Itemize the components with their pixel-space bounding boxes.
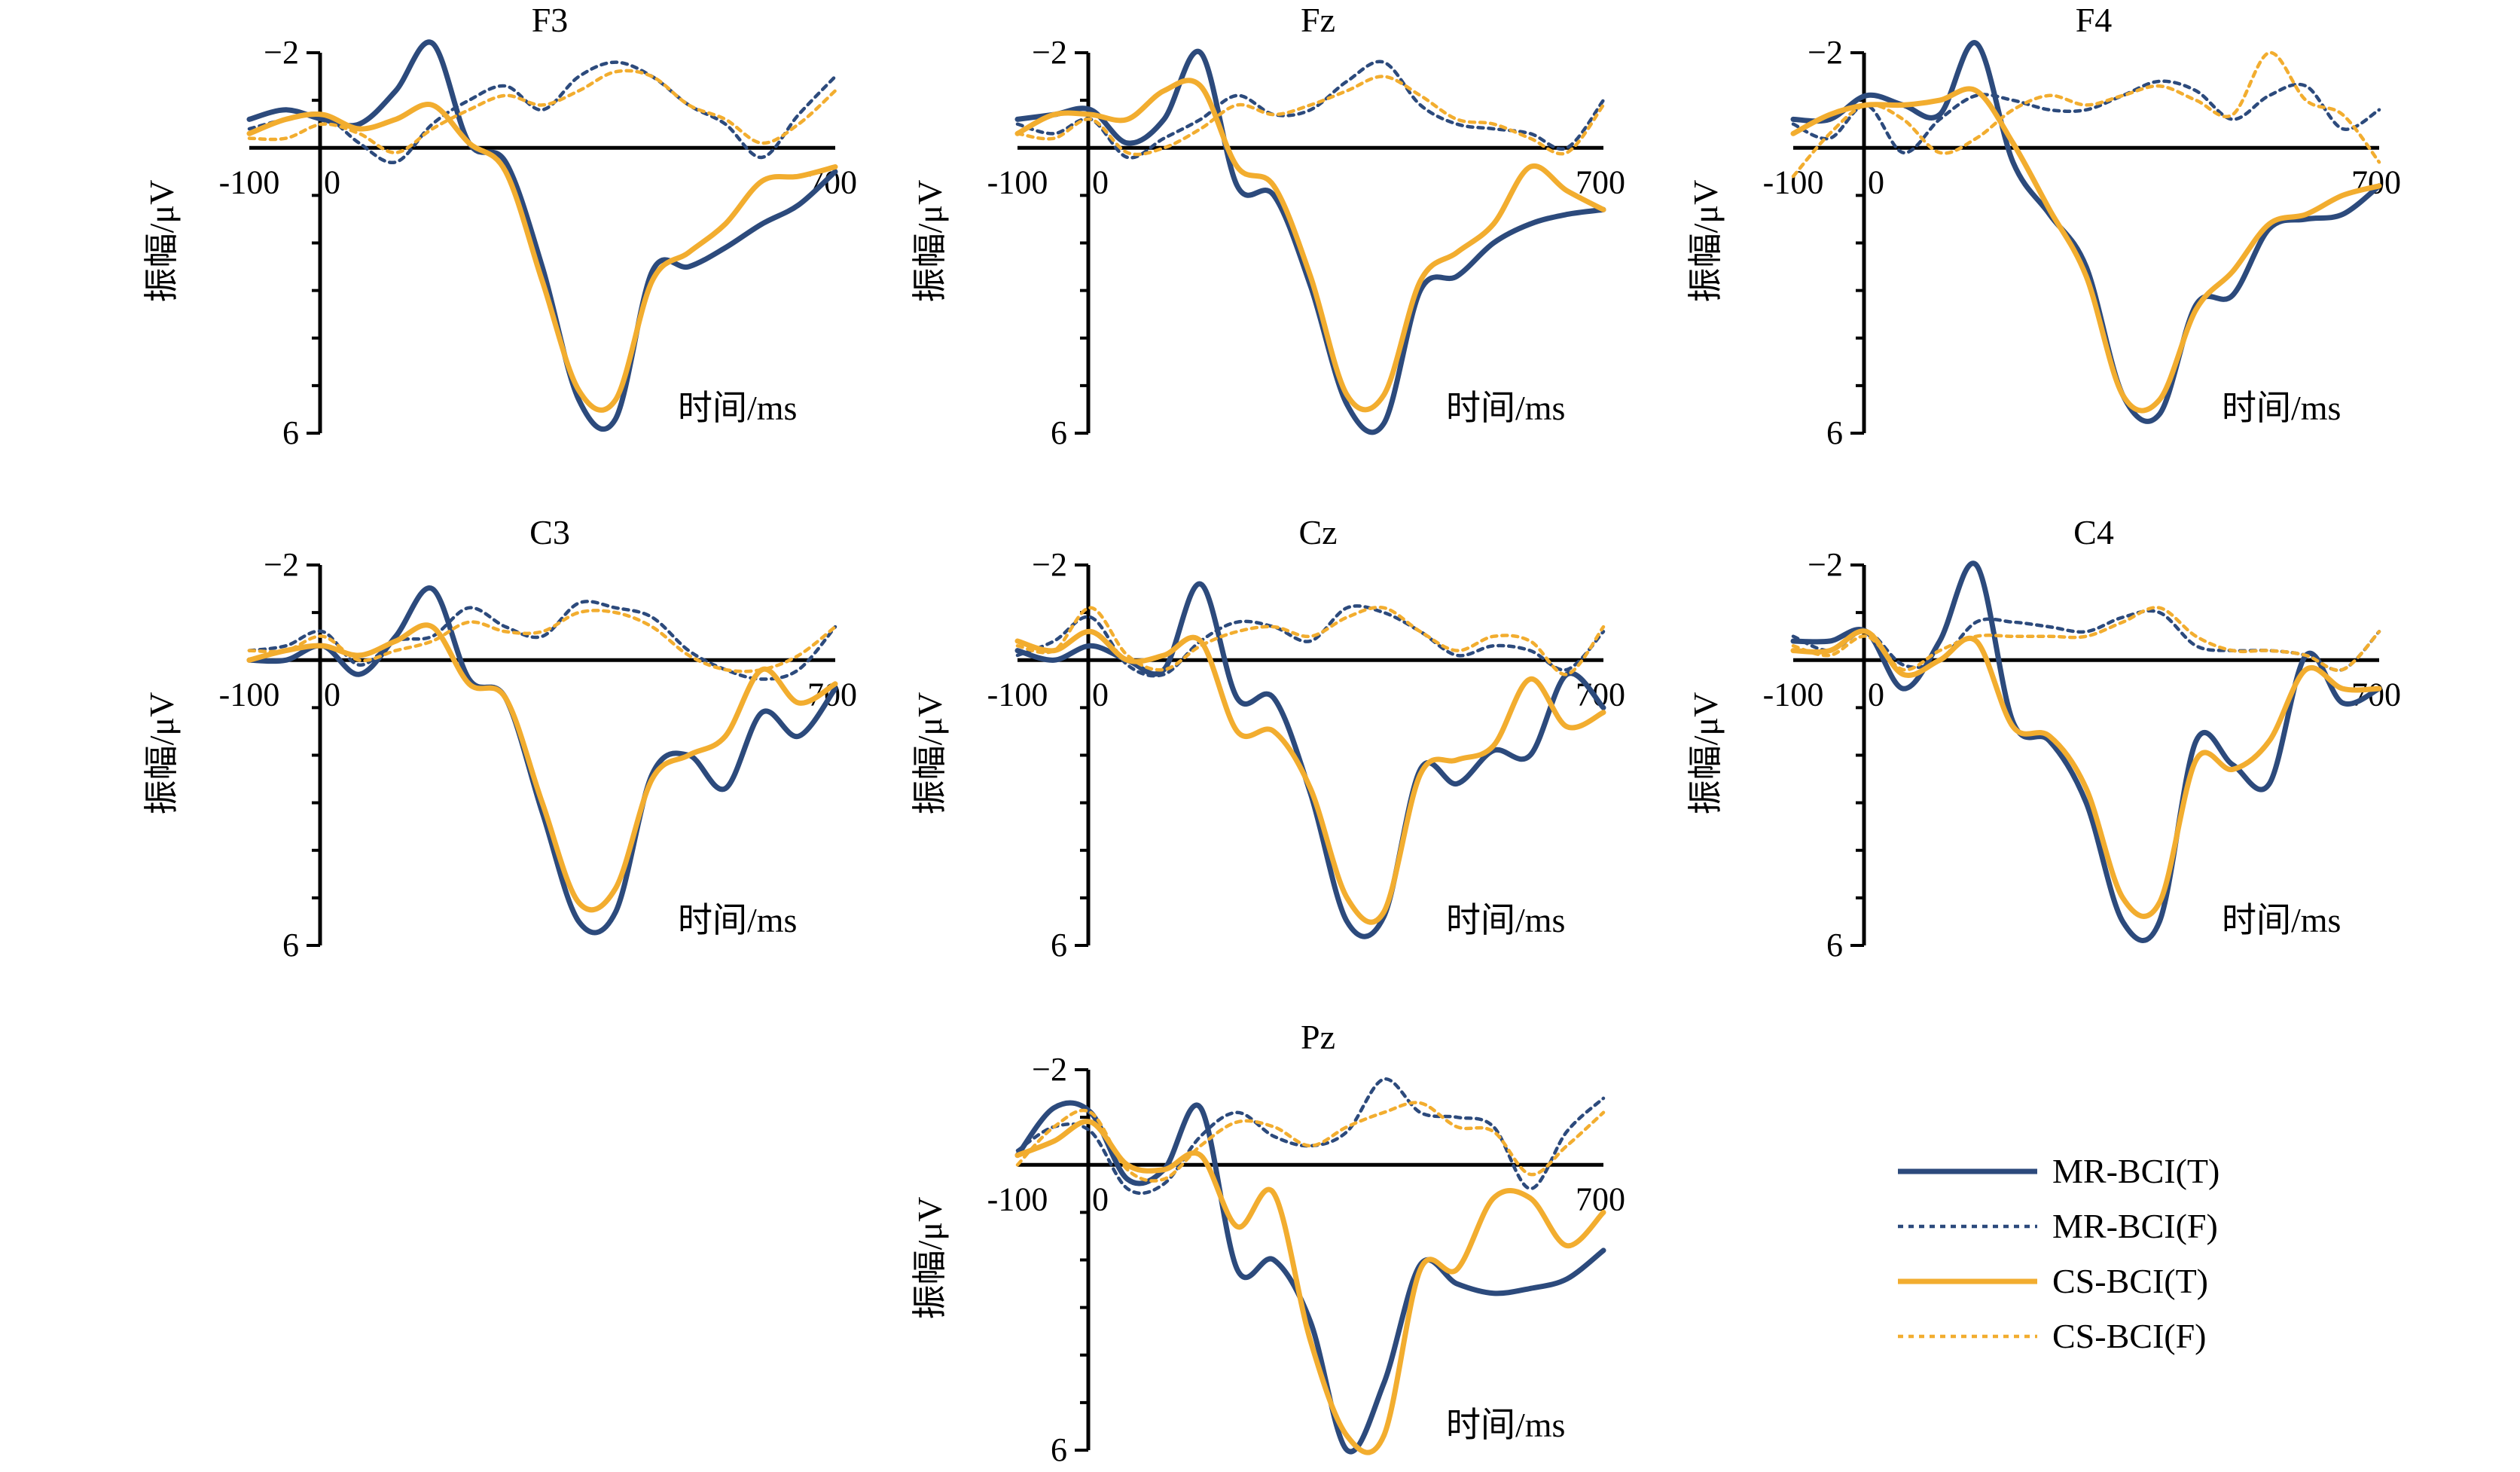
x-tick-label-end: 700 [1576,163,1625,200]
series-line-mr-bci-t [1790,560,2382,943]
legend-label: CS-BCI(T) [2052,1262,2208,1300]
x-tick-label-zero: 0 [1868,676,1884,713]
series-line-mr-bci-f [1791,79,2381,154]
series-line-mr-bci-t [246,585,838,936]
series-line-cs-bci-f [1015,605,1606,676]
y-axis-label: 振幅/μV [1686,180,1725,303]
series-line-mr-bci-t [1790,40,2382,424]
series-line-mr-bci-f [247,600,837,681]
x-tick-label-end: 700 [1576,1180,1625,1217]
x-tick-label-start: -100 [987,1180,1048,1217]
panel-title: C4 [2073,513,2114,551]
y-axis-label: 振幅/μV [142,180,181,303]
x-axis-label: 时间/ms [678,389,797,427]
series-line-mr-bci-t [1014,1100,1606,1455]
series-line-mr-bci-f [247,60,837,164]
panel-title: C3 [529,513,570,551]
series-line-cs-bci-t [246,102,838,413]
y-tick-label-bottom: 6 [1826,927,1843,964]
legend: MR-BCI(T) MR-BCI(F) CS-BCI(T) CS-BCI(F) [1898,1152,2219,1355]
series-line-mr-bci-t [1014,48,1606,435]
y-tick-label-bottom: 6 [282,414,299,451]
y-tick-label-bottom: 6 [282,927,299,964]
x-tick-label-end: 700 [2351,676,2401,713]
x-tick-label-zero: 0 [1868,163,1884,200]
series-line-cs-bci-f [1791,606,2381,672]
y-tick-label-top: −2 [1032,546,1067,583]
series-line-cs-bci-t [1014,1119,1606,1455]
panel-title: F4 [2076,1,2113,39]
x-tick-label-start: -100 [219,163,280,200]
y-axis-label: 振幅/μV [1686,692,1725,815]
series-line-mr-bci-t [246,39,838,432]
y-axis-label: 振幅/μV [142,692,181,815]
x-tick-label-zero: 0 [1092,163,1109,200]
y-tick-label-bottom: 6 [1051,414,1067,451]
series-line-cs-bci-t [1014,78,1606,413]
panel-title: Fz [1301,1,1335,39]
x-tick-label-end: 700 [2351,163,2401,200]
legend-entry: CS-BCI(T) [1898,1262,2208,1300]
panel-f4: F4 −2 6 -100 0 700 振幅/μV 时间/ms [1686,1,2401,451]
series-line-cs-bci-f [1015,1101,1606,1183]
x-tick-label-start: -100 [987,163,1048,200]
legend-label: MR-BCI(F) [2052,1207,2218,1245]
panel-pz: Pz −2 6 -100 0 700 振幅/μV 时间/ms [911,1018,1625,1468]
x-axis-label: 时间/ms [1446,901,1565,939]
y-axis-label: 振幅/μV [911,1197,949,1320]
y-tick-label-top: −2 [1032,34,1067,71]
legend-entry: MR-BCI(T) [1898,1152,2219,1190]
x-tick-label-zero: 0 [1092,676,1109,713]
y-axis-label: 振幅/μV [911,180,949,303]
x-tick-label-start: -100 [1763,676,1824,713]
panel-title: Pz [1301,1018,1335,1056]
panel-title: Cz [1298,513,1337,551]
series-line-mr-bci-t [1014,581,1606,939]
x-tick-label-zero: 0 [324,676,340,713]
series-line-mr-bci-f [1015,604,1606,678]
series-line-cs-bci-t [1014,628,1606,925]
x-tick-label-start: -100 [219,676,280,713]
y-tick-label-top: −2 [1808,34,1843,71]
x-axis-label: 时间/ms [1446,389,1565,427]
series-line-mr-bci-f [1015,60,1606,160]
x-tick-label-zero: 0 [324,163,340,200]
y-tick-label-top: −2 [1808,546,1843,583]
x-axis-label: 时间/ms [1446,1406,1565,1444]
y-tick-label-bottom: 6 [1051,1431,1067,1468]
series-line-mr-bci-f [1791,609,2381,672]
y-tick-label-top: −2 [264,546,299,583]
x-axis-label: 时间/ms [2222,901,2341,939]
y-tick-label-top: −2 [1032,1051,1067,1088]
legend-label: MR-BCI(T) [2052,1152,2219,1190]
series-line-mr-bci-f [1015,1077,1606,1196]
panel-fz: Fz −2 6 -100 0 700 振幅/μV 时间/ms [911,1,1625,451]
y-axis-label: 振幅/μV [911,692,949,815]
x-tick-label-start: -100 [987,676,1048,713]
y-tick-label-bottom: 6 [1051,927,1067,964]
legend-entry: MR-BCI(F) [1898,1207,2218,1245]
series-line-cs-bci-t [1790,86,2382,414]
series-line-cs-bci-f [247,609,837,673]
series-line-cs-bci-t [1790,628,2382,919]
x-tick-label-zero: 0 [1092,1180,1109,1217]
panel-c4: C4 −2 6 -100 0 700 振幅/μV 时间/ms [1686,513,2401,964]
series-line-cs-bci-f [1015,75,1606,157]
y-tick-label-top: −2 [264,34,299,71]
x-axis-label: 时间/ms [678,901,797,939]
series-line-cs-bci-t [246,622,838,913]
x-tick-label-start: -100 [1763,163,1824,200]
x-axis-label: 时间/ms [2222,389,2341,427]
series-line-cs-bci-f [247,69,837,154]
series-line-cs-bci-f [1791,50,2381,179]
panels: F3 −2 6 -100 0 700 振幅/μV 时间/ms Fz −2 6 -100 0 700 振幅/μ… [142,1,2401,1468]
y-tick-label-bottom: 6 [1826,414,1843,451]
legend-label: CS-BCI(F) [2052,1317,2206,1355]
panel-title: F3 [532,1,569,39]
legend-entry: CS-BCI(F) [1898,1317,2206,1355]
